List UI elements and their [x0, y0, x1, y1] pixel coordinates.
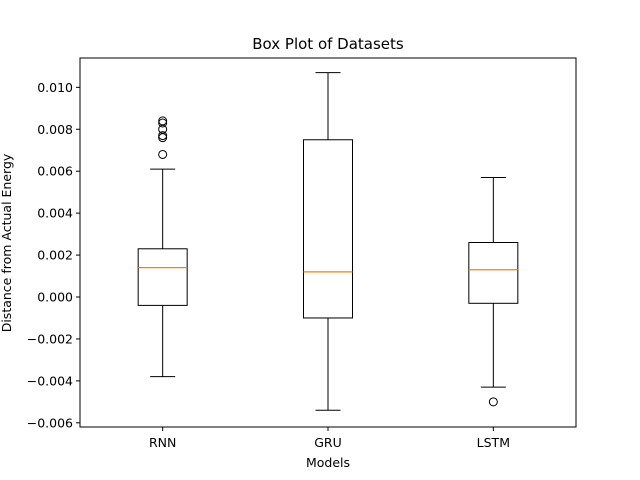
x-tick-label: RNN	[149, 435, 176, 450]
x-axis-label: Models	[306, 455, 350, 470]
y-tick-label: 0.010	[37, 80, 73, 95]
x-tick-label: LSTM	[477, 435, 510, 450]
y-axis-label: Distance from Actual Energy	[0, 153, 14, 332]
y-tick-label: −0.002	[27, 331, 73, 346]
box-gru	[303, 72, 353, 411]
outlier-point	[158, 116, 168, 126]
iqr-box	[468, 242, 519, 304]
x-axis-ticks: RNN GRU LSTM	[149, 427, 510, 450]
y-tick-label: −0.006	[27, 415, 73, 430]
outlier-point	[158, 118, 168, 128]
x-tick-label: GRU	[314, 435, 342, 450]
y-tick-label: −0.004	[27, 373, 73, 388]
outlier-point	[158, 131, 168, 141]
outlier-point	[488, 397, 498, 407]
y-tick-label: 0.006	[37, 164, 73, 179]
y-axis-ticks: −0.006 −0.004 −0.002 0.000 0.002 0.004 0.006 0.…	[27, 80, 80, 430]
y-tick-label: 0.004	[37, 206, 73, 221]
box-lstm	[468, 177, 519, 407]
y-tick-label: 0.008	[37, 122, 73, 137]
y-tick-label: 0.002	[37, 248, 73, 263]
chart-title: Box Plot of Datasets	[252, 35, 404, 53]
outlier-point	[158, 149, 168, 159]
iqr-box	[137, 248, 188, 306]
outlier-point	[158, 133, 168, 143]
boxes-group	[137, 72, 519, 411]
box-rnn	[137, 116, 188, 378]
iqr-box	[303, 139, 353, 319]
y-tick-label: 0.000	[37, 290, 73, 305]
